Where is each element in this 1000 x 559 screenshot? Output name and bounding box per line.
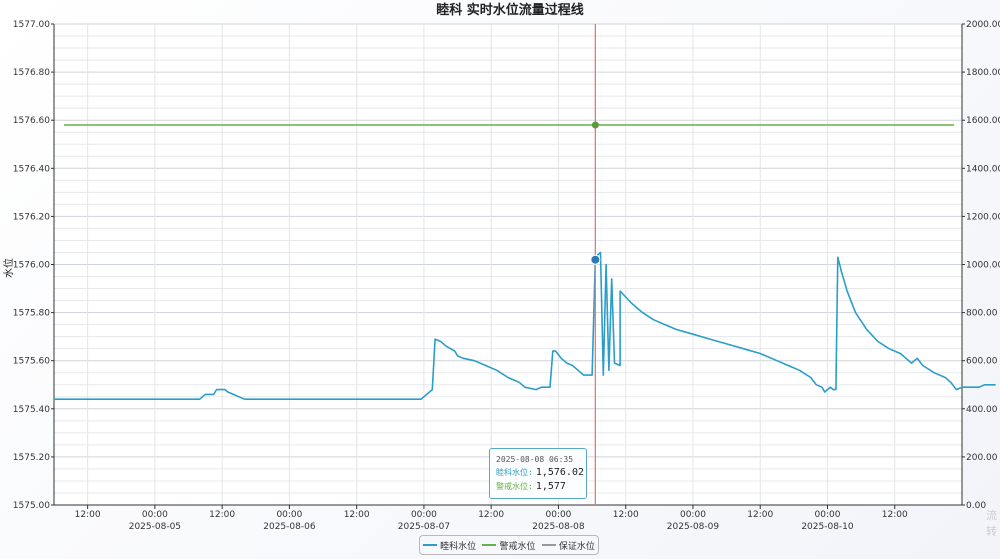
- y-right-tick-label: 200.00: [966, 453, 998, 463]
- legend-item-guarantee[interactable]: 保证水位: [541, 539, 595, 552]
- chart-legend: 睦科水位 警戒水位 保证水位: [419, 535, 599, 555]
- y-right-tick-label: 800.00: [966, 309, 998, 319]
- x-tick-label: 12:00: [344, 510, 370, 520]
- grid: [54, 23, 962, 506]
- x-tick-label: 00:00: [545, 510, 571, 520]
- y-right-tick-label: 0.00: [966, 501, 986, 511]
- y-left-tick-label: 1576.20: [13, 212, 50, 222]
- tooltip-level-value: 1,576.02: [535, 467, 584, 478]
- y-left-tick-label: 1575.80: [13, 309, 50, 319]
- y-left-tick-label: 1576.80: [13, 68, 50, 78]
- x-tick-date-label: 2025-08-06: [263, 522, 316, 532]
- series: [54, 24, 996, 505]
- legend-item-warning[interactable]: 警戒水位: [482, 539, 536, 552]
- legend-label-warning: 警戒水位: [499, 541, 536, 552]
- x-tick-date-label: 2025-08-08: [532, 522, 585, 532]
- tooltip-row-level: 睦科水位: 1,576.02: [496, 466, 584, 480]
- tick-labels: 1575.00 1575.20 1575.40 1575.60 1575.80 1576.…: [13, 20, 1000, 532]
- legend-item-level[interactable]: 睦科水位: [423, 539, 476, 552]
- legend-swatch-guarantee: [541, 544, 556, 546]
- y-left-tick-label: 1575.60: [13, 357, 50, 367]
- x-tick-date-label: 2025-08-05: [129, 522, 181, 532]
- y-right-tick-label: 1800.00: [966, 68, 1000, 78]
- x-tick-label: 12:00: [882, 510, 908, 520]
- highlight-point-warning-level: [591, 121, 599, 129]
- x-tick-label: 00:00: [680, 510, 706, 520]
- tooltip-warning-value: 1,577: [535, 481, 566, 492]
- tooltip-warning-label: 警戒水位:: [496, 482, 533, 491]
- x-tick-label: 12:00: [209, 510, 235, 520]
- x-tick-date-label: 2025-08-10: [801, 522, 854, 532]
- y-right-tick-label: 2000.00: [966, 20, 1000, 30]
- x-tick-label: 12:00: [75, 510, 101, 520]
- x-tick-label: 12:00: [478, 510, 504, 520]
- y-left-tick-label: 1575.40: [13, 405, 50, 415]
- legend-label-level: 睦科水位: [440, 541, 477, 552]
- x-tick-label: 00:00: [411, 510, 437, 520]
- y-left-tick-label: 1576.60: [13, 116, 50, 126]
- x-tick-label: 12:00: [613, 510, 639, 520]
- tooltip-row-warning: 警戒水位: 1,577: [496, 480, 580, 494]
- x-tick-label: 00:00: [276, 510, 302, 520]
- y-left-tick-label: 1577.00: [13, 20, 50, 30]
- y-right-tick-label: 1400.00: [966, 164, 1000, 174]
- y-right-tick-label: 400.00: [966, 405, 998, 415]
- highlight-point-water-level: [590, 254, 601, 265]
- x-tick-date-label: 2025-08-09: [667, 522, 720, 532]
- legend-swatch-level: [423, 544, 438, 546]
- x-tick-label: 00:00: [815, 510, 841, 520]
- chart-title: 睦科 实时水位流量过程线: [436, 2, 584, 18]
- y-right-tick-label: 1000.00: [966, 261, 1000, 271]
- y-axis-label: 水位: [2, 258, 15, 278]
- tooltip-level-label: 睦科水位:: [496, 468, 533, 477]
- y-right-tick-label: 600.00: [966, 357, 998, 367]
- x-tick-label: 00:00: [142, 510, 168, 520]
- legend-label-guarantee: 保证水位: [558, 541, 595, 552]
- y-right-tick-label: 1600.00: [966, 116, 1000, 126]
- watermark-text: 流 转: [986, 509, 997, 538]
- y-left-tick-label: 1576.00: [13, 261, 50, 271]
- y-left-tick-label: 1575.00: [13, 501, 50, 511]
- tooltip-time: 2025-08-08 06:35: [496, 455, 574, 464]
- y-right-tick-label: 1200.00: [966, 212, 1000, 222]
- y-left-tick-label: 1576.40: [13, 164, 50, 174]
- x-tick-label: 12:00: [747, 510, 773, 520]
- legend-swatch-warning: [482, 544, 497, 546]
- series-line-water-level: [54, 251, 996, 400]
- x-tick-date-label: 2025-08-07: [398, 522, 450, 532]
- y-left-tick-label: 1575.20: [13, 453, 50, 463]
- data-tooltip: 2025-08-08 06:35 睦科水位: 1,576.02 警戒水位: 1,57…: [489, 448, 587, 499]
